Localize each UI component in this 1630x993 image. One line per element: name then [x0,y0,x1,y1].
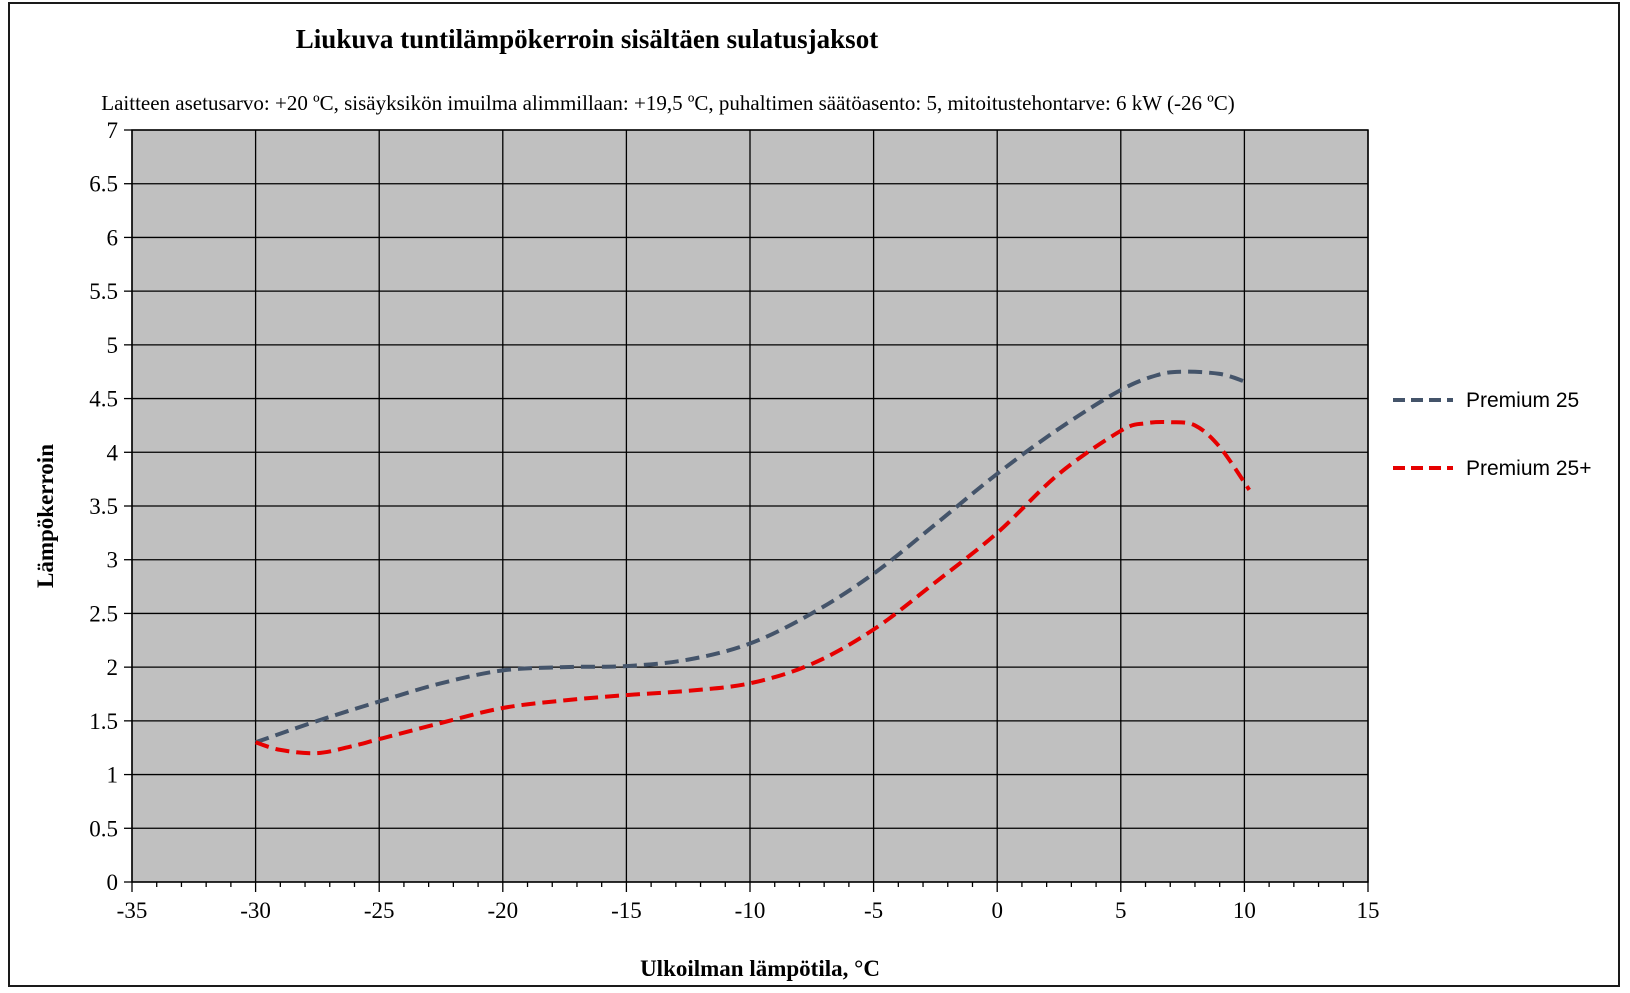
legend-label-1: Premium 25+ [1466,457,1591,480]
y-axis-label: Lämpökerroin [33,444,58,588]
series-line-1 [254,419,1251,756]
legend: Premium 25 Premium 25+ [1393,389,1591,480]
axes: -35 -30 -25 -20 -15 -10 -5 0 5 10 15 0 0.5 1 1.5 2 2.5 3 3… [89,118,1379,923]
x-tick-label: -25 [364,898,395,923]
y-tick-label: 6 [107,225,119,250]
x-tick-label: -15 [611,898,642,923]
chart-subtitle: Laitteen asetusarvo: +20 ºC, sisäyksikön… [101,91,1234,115]
x-axis-label: Ulkoilman lämpötila, °C [640,956,880,981]
chart-frame: Liukuva tuntilämpökerroin sisältäen sula… [8,2,1620,987]
y-tick-label: 7 [107,118,119,143]
series-lines [254,369,1251,756]
x-tick-label: 10 [1233,898,1256,923]
y-tick-label: 0 [107,870,119,895]
y-tick-label: 5.5 [89,279,118,304]
legend-label-0: Premium 25 [1466,389,1579,412]
x-tick-label: -5 [864,898,883,923]
series-line-0 [254,369,1246,745]
x-tick-label: -10 [735,898,766,923]
y-tick-label: 5 [107,333,119,358]
y-tick-label: 3.5 [89,494,118,519]
x-tick-label: 0 [991,898,1003,923]
chart-svg: Liukuva tuntilämpökerroin sisältäen sula… [33,24,1591,981]
y-tick-label: 1 [107,763,119,788]
plot-area [131,129,1369,883]
y-tick-label: 2.5 [89,601,118,626]
y-tick-label: 3 [107,548,119,573]
y-tick-label: 4.5 [89,387,118,412]
x-tick-label: -30 [240,898,271,923]
chart-title: Liukuva tuntilämpökerroin sisältäen sula… [296,24,878,54]
y-tick-label: 2 [107,655,119,680]
x-tick-label: 5 [1115,898,1127,923]
y-tick-label: 6.5 [89,172,118,197]
x-tick-label: -20 [487,898,518,923]
y-tick-label: 1.5 [89,709,118,734]
y-tick-label: 4 [107,440,119,465]
x-tick-label: 15 [1357,898,1380,923]
x-tick-label: -35 [117,898,148,923]
y-tick-label: 0.5 [89,816,118,841]
